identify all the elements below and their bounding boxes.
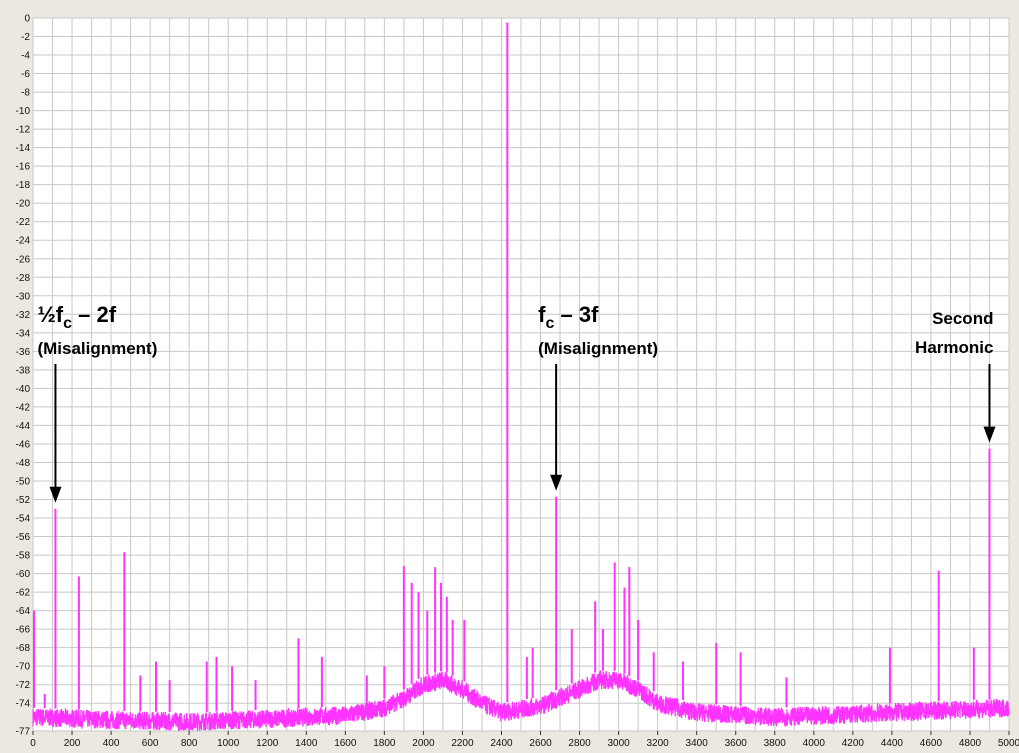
annotation-a1: ½fc – 2f (Misalignment) (37, 302, 157, 503)
x-tick-label: 1400 (295, 738, 318, 749)
y-tick-label: -36 (16, 347, 31, 358)
y-tick-label: -34 (16, 328, 31, 339)
x-tick-label: 4200 (842, 738, 865, 749)
y-tick-label: -8 (21, 88, 30, 99)
y-tick-label: -16 (16, 162, 31, 173)
x-tick-label: 2400 (490, 738, 513, 749)
annotation-label: ½fc – 2f (37, 302, 116, 332)
y-tick-label: -22 (16, 217, 31, 228)
x-tick-label: 4800 (959, 738, 982, 749)
y-tick-label: -46 (16, 439, 31, 450)
x-tick-label: 0 (30, 738, 36, 749)
x-tick-label: 3400 (686, 738, 709, 749)
annotation-a3: Second Harmonic (915, 309, 996, 443)
x-tick-label: 800 (181, 738, 198, 749)
x-tick-label: 3200 (647, 738, 670, 749)
y-tick-label: -2 (21, 32, 30, 43)
y-tick-label: -66 (16, 625, 31, 636)
y-tick-label: -12 (16, 125, 31, 136)
x-tick-label: 3800 (764, 738, 787, 749)
x-tick-label: 2200 (451, 738, 474, 749)
y-tick-label: -74 (16, 699, 31, 710)
x-tick-label: 600 (142, 738, 159, 749)
y-tick-label: -4 (21, 51, 30, 62)
y-tick-label: -32 (16, 310, 31, 321)
x-tick-label: 1200 (256, 738, 279, 749)
y-tick-label: -10 (16, 106, 31, 117)
x-tick-label: 3600 (725, 738, 748, 749)
y-tick-label: -72 (16, 680, 31, 691)
x-tick-label: 4400 (881, 738, 904, 749)
grid-lines (32, 17, 1010, 732)
noise-floor-line (32, 670, 1010, 731)
y-tick-label: -18 (16, 180, 31, 191)
y-tick-label: -48 (16, 458, 31, 469)
y-tick-label: -60 (16, 569, 31, 580)
annotation-a2: fc – 3f (Misalignment) (538, 302, 658, 491)
y-tick-label: -52 (16, 495, 31, 506)
x-tick-label: 400 (103, 738, 120, 749)
annotation-label: fc – 3f (538, 302, 599, 332)
annotation-arrow-head (550, 474, 563, 491)
x-tick-label: 1000 (217, 738, 240, 749)
annotation-sublabel: (Misalignment) (37, 339, 157, 358)
y-axis-ticks: 0 -2 -4 -6 -8 -10 -12 -14 -16 -18 -20 -22 -24 -26 -28 -… (16, 14, 31, 738)
y-tick-label: -58 (16, 551, 31, 562)
x-axis-ticks: 0 200 400 600 800 1000 1200 1400 1600 1800 2000 220… (30, 731, 1019, 749)
x-tick-label: 2800 (568, 738, 591, 749)
y-tick-label: -64 (16, 606, 31, 617)
annotation-arrow-head (49, 486, 62, 503)
y-tick-label: 0 (24, 14, 30, 25)
x-tick-label: 2600 (529, 738, 552, 749)
x-tick-label: 4000 (803, 738, 826, 749)
y-tick-label: -62 (16, 588, 31, 599)
annotation-sublabel: (Misalignment) (538, 339, 658, 358)
y-tick-label: -70 (16, 662, 31, 673)
x-tick-label: 5000 (998, 738, 1019, 749)
annotations: ½fc – 2f (Misalignment) fc – 3f (Misalignme… (37, 302, 996, 503)
y-tick-label: -24 (16, 236, 31, 247)
y-tick-label: -38 (16, 365, 31, 376)
annotation-label: Second (932, 309, 993, 328)
x-tick-label: 2000 (412, 738, 435, 749)
y-tick-label: -54 (16, 514, 31, 525)
annotation-arrow-head (983, 426, 996, 443)
annotation-sublabel: Harmonic (915, 338, 993, 357)
y-tick-label: -28 (16, 273, 31, 284)
y-tick-label: -6 (21, 69, 30, 80)
x-tick-label: 200 (64, 738, 81, 749)
y-tick-label: -44 (16, 421, 31, 432)
y-tick-label: -50 (16, 476, 31, 487)
x-tick-label: 1800 (373, 738, 396, 749)
x-tick-label: 3000 (607, 738, 630, 749)
y-tick-label: -14 (16, 143, 31, 154)
y-tick-label: -20 (16, 199, 31, 210)
y-tick-label: -30 (16, 291, 31, 302)
y-tick-label: -56 (16, 532, 31, 543)
x-tick-label: 1600 (334, 738, 357, 749)
y-tick-label: -68 (16, 643, 31, 654)
y-tick-label: -77 (16, 727, 31, 738)
y-tick-label: -40 (16, 384, 31, 395)
spectrum-trace (32, 22, 1010, 731)
y-tick-label: -26 (16, 254, 31, 265)
x-tick-label: 4600 (920, 738, 943, 749)
y-tick-label: -42 (16, 402, 31, 413)
